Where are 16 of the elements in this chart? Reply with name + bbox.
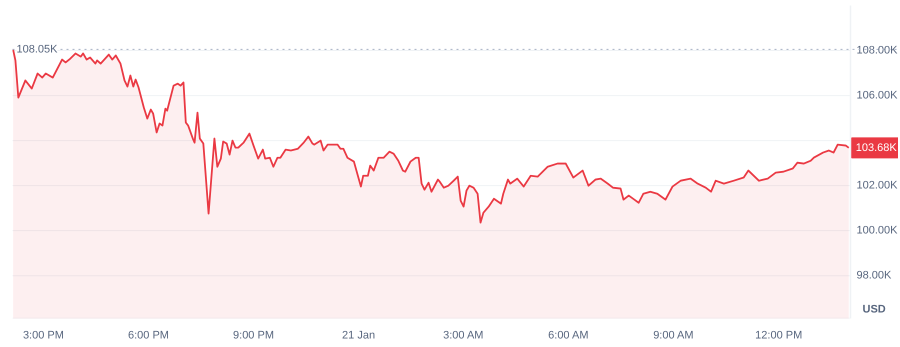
- y-tick-label: 100.00K: [856, 224, 898, 237]
- x-tick-label: 3:00 AM: [443, 330, 484, 342]
- x-tick-label: 6:00 PM: [128, 330, 169, 342]
- y-tick-label: 106.00K: [856, 90, 898, 102]
- y-tick-label: 108.00K: [856, 44, 898, 57]
- x-tick-label: 21 Jan: [342, 330, 376, 342]
- y-tick-label: 102.00K: [856, 180, 898, 192]
- x-tick-label: 9:00 PM: [233, 330, 274, 342]
- y-axis-title: USD: [862, 304, 886, 316]
- x-tick-label: 12:00 PM: [755, 330, 802, 342]
- x-tick-label: 9:00 AM: [653, 330, 694, 342]
- x-tick-label: 3:00 PM: [22, 330, 64, 342]
- y-tick-label: 98.00K: [856, 270, 892, 282]
- annotation: 103.68K: [856, 142, 898, 154]
- x-tick-label: 6:00 AM: [548, 330, 589, 342]
- ref-line-label: 108.05K: [16, 43, 58, 56]
